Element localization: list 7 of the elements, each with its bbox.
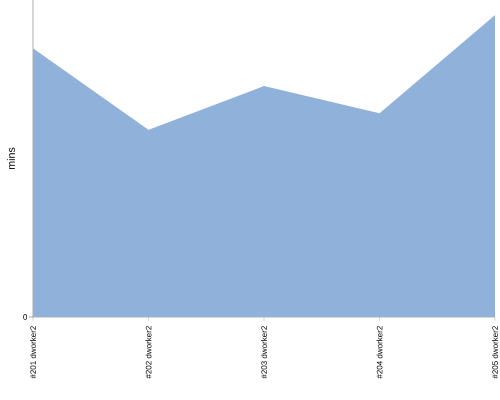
x-tick-label: #204 dworker2: [376, 326, 382, 379]
x-tick-label: #203 dworker2: [261, 326, 267, 379]
text: 0: [23, 314, 28, 320]
x-tick-label: #205 dworker2: [492, 326, 498, 379]
x-tick-label: #201 dworker2: [30, 326, 36, 379]
y-axis-title: mins: [7, 148, 15, 170]
x-tick-label: #202 dworker2: [146, 326, 152, 379]
